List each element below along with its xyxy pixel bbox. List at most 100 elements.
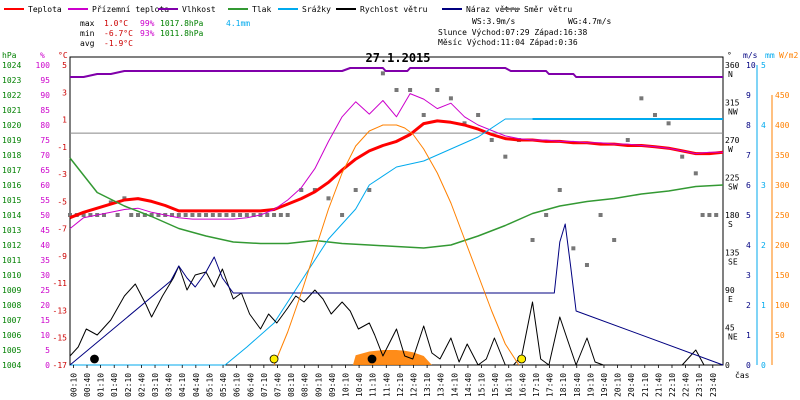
wind-dir-point [278,213,283,217]
dir-tick-label: 45 [725,324,735,333]
wm2-tick-label: 350 [775,151,790,160]
wm2-tick-label: 450 [775,91,790,100]
x-tick-label: 02:10 [124,373,133,397]
pct-axis-label: % [40,51,45,60]
dir-tick-compass: W [728,145,733,154]
x-tick-label: 22:10 [668,373,677,397]
legend-label: Náraz větru [466,5,519,14]
wind-dir-point [149,213,154,217]
wind-dir-point [136,213,141,217]
temp-tick-label: -13 [53,306,68,315]
x-tick-label: 08:10 [287,373,296,397]
ms-tick-label: 10 [746,61,756,70]
plot-area [68,67,724,366]
marker-sunrise [269,354,279,364]
plot-frame [69,56,724,366]
temp-tick-label: 1 [62,116,67,125]
x-tick-label: 13:40 [437,373,446,397]
stat-label: min [80,29,95,38]
pct-tick-label: 65 [40,166,50,175]
wm2-axis-label: W/m2 [779,51,798,60]
x-tick-label: 09:40 [328,373,337,397]
dir-tick-compass: SW [728,183,738,192]
x-tick-label: 14:40 [464,373,473,397]
temp-tick-label: -3 [57,170,67,179]
hpa-tick-label: 1021 [2,106,21,115]
x-tick-label: 12:10 [396,373,405,397]
stat-temp: 1.0°C [104,19,128,28]
marker-moonset [90,354,99,364]
pct-tick-label: 55 [40,196,50,205]
dir-tick-compass: E [728,295,733,304]
wind-dir-point [224,213,229,217]
wm2-tick-label: 50 [775,331,785,340]
stat-label: avg [80,39,95,48]
x-tick-label: 22:40 [682,373,691,397]
x-tick-label: 23:10 [695,373,704,397]
legend-label: Teplota [28,5,62,14]
wind-dir-point [666,121,671,126]
x-tick-label: 16:40 [518,373,527,397]
temp-tick-label: 3 [62,88,67,97]
x-tick-label: 16:10 [505,373,514,397]
info-wind-speed: WS:3.9m/s [472,17,516,26]
x-tick-label: 10:10 [341,373,350,397]
wind-dir-point [122,196,127,201]
ms-tick-label: 9 [746,91,751,100]
x-tick-label: 05:10 [205,373,214,397]
hpa-axis-label: hPa [2,51,17,60]
wm2-tick-label: 100 [775,301,790,310]
series-line-teplota [69,119,724,220]
dir-tick-label: 225 [725,174,740,183]
wm2-tick-label: 300 [775,181,790,190]
wind-dir-point [251,213,256,217]
wind-dir-point [231,213,236,217]
pct-tick-label: 95 [40,76,50,85]
wind-dir-point [693,171,698,176]
x-tick-label: 21:10 [641,373,650,397]
legend-label: Tlak [252,5,271,14]
series-line-n-raz-v-tru [69,223,724,366]
x-tick-label: 18:10 [559,373,568,397]
dir-tick-label: 90 [725,286,735,295]
wind-dir-point [108,200,113,205]
wind-dir-point [142,213,147,217]
hpa-tick-label: 1007 [2,316,21,325]
ms-tick-label: 2 [746,301,751,310]
wm2-tick-label: 200 [775,241,790,250]
wind-dir-point [476,113,481,117]
pct-tick-label: 75 [40,136,50,145]
hpa-tick-label: 1004 [2,361,21,370]
wind-dir-point [204,213,209,217]
info-wind-gust: WG:4.7m/s [568,17,612,26]
wind-dir-point [285,213,290,217]
hpa-tick-label: 1019 [2,136,21,145]
x-tick-label: 03:40 [165,373,174,397]
dir-tick-label: 135 [725,249,740,258]
solar-area [352,350,432,365]
pct-tick-label: 85 [40,106,50,115]
ms-tick-label: 1 [746,331,751,340]
x-tick-label: 06:10 [233,373,242,397]
dir-tick-compass: SE [728,258,738,267]
x-tick-label: 12:40 [410,373,419,397]
stat-rain: 4.1mm [226,19,250,28]
hpa-tick-label: 1020 [2,121,21,130]
stats-block: max 1.0°C 99% 1017.8hPa 4.1mm min -6.7°C 93% 101… [80,19,250,48]
dir-tick-label: 360 [725,61,740,70]
legend-label: Směr větru [524,5,572,14]
wind-dir-point [68,213,72,217]
temp-tick-label: -1 [57,143,67,152]
dir-axis-label: ° [727,51,732,60]
x-tick-label: 20:10 [614,373,623,397]
x-tick-label: 19:10 [586,373,595,397]
x-tick-label: 10:40 [355,373,364,397]
wind-dir-point [584,263,589,267]
x-tick-label: 23:40 [709,373,718,397]
x-tick-label: 05:40 [219,373,228,397]
series-line-tlak [69,157,724,249]
wind-dir-point [714,213,719,217]
pct-tick-label: 30 [40,271,50,280]
wind-dir-point [340,213,345,217]
